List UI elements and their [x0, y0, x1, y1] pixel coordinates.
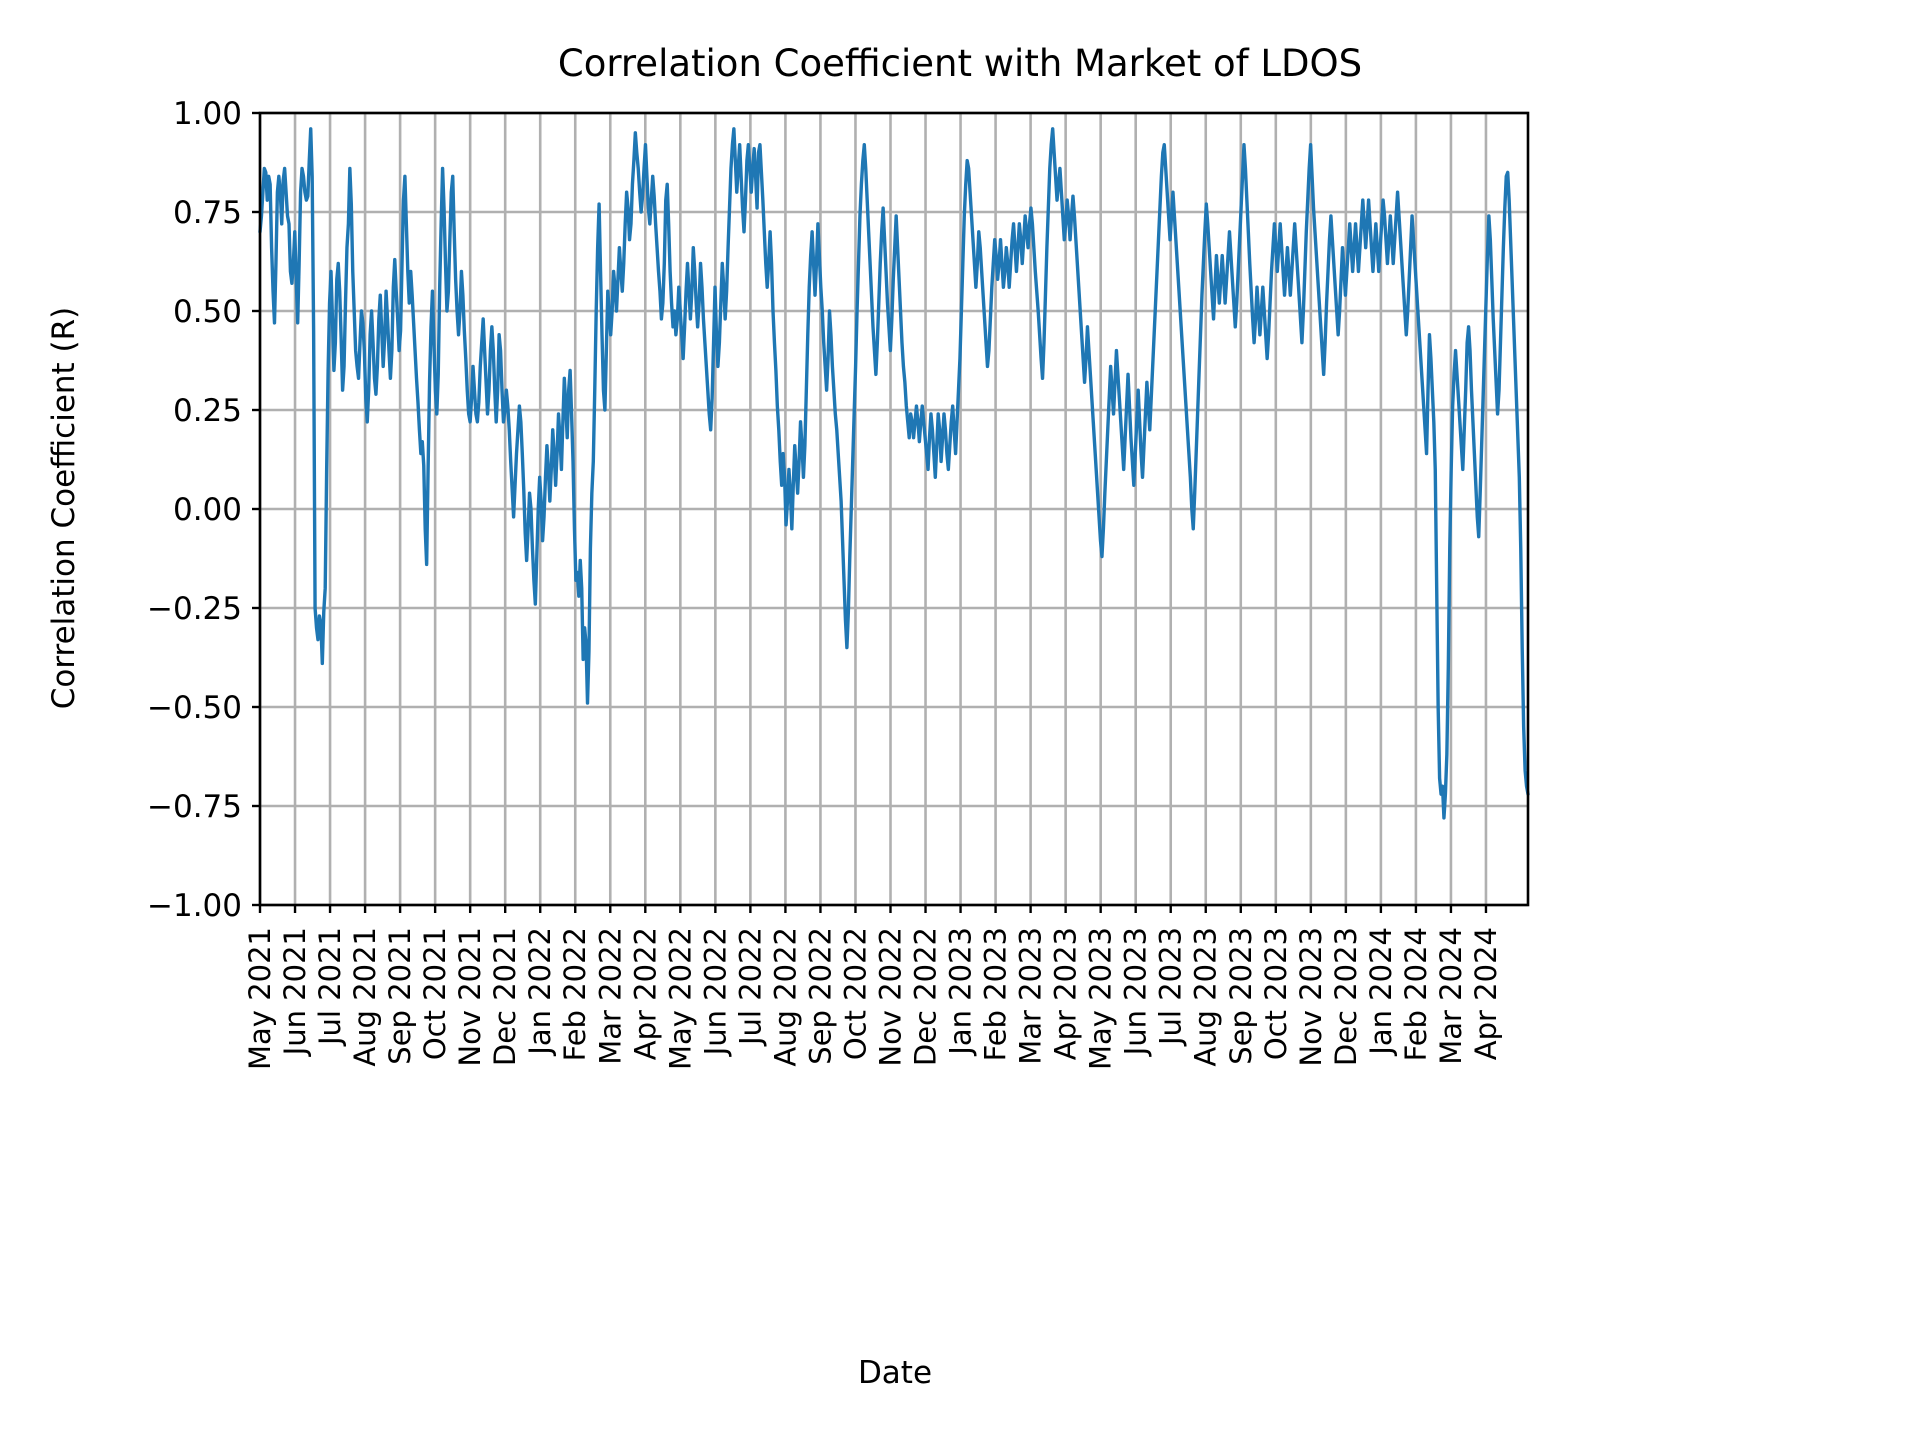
x-tick-label: Jun 2023 [1119, 927, 1153, 1057]
x-tick-label: Sep 2021 [383, 927, 417, 1065]
y-tick-label: 0.00 [173, 492, 242, 528]
x-tick-label: Mar 2022 [593, 927, 627, 1065]
x-tick-label: Mar 2024 [1434, 927, 1468, 1065]
x-tick-label: Feb 2024 [1399, 927, 1433, 1061]
x-tick-label: Oct 2022 [838, 927, 872, 1060]
x-tick-label: Jul 2022 [733, 927, 767, 1047]
y-axis-ticks: 1.00 0.75 0.50 0.25 0.00 −0.25 −0.50 −0.75 −1.00 [147, 96, 260, 924]
x-tick-label: Feb 2022 [558, 927, 592, 1061]
x-tick-label: Jun 2021 [278, 927, 312, 1057]
x-axis-ticks: May 2021 Jun 2021 Jul 2021 Aug 2021 Sep 2021… [243, 905, 1503, 1070]
x-tick-label: May 2023 [1084, 927, 1118, 1070]
page-title: Correlation Coefficient with Market of L… [557, 42, 1363, 85]
x-tick-label: Aug 2021 [348, 927, 382, 1067]
y-tick-label: 0.75 [173, 195, 242, 231]
x-tick-label: Dec 2021 [488, 927, 522, 1066]
y-tick-label: 0.25 [173, 393, 242, 429]
x-tick-label: Dec 2023 [1329, 927, 1363, 1066]
x-tick-label: Sep 2023 [1224, 927, 1258, 1065]
y-axis-label: Correlation Coefficient (R) [46, 306, 82, 710]
x-tick-label: Feb 2023 [979, 927, 1013, 1061]
x-tick-label: Aug 2023 [1189, 927, 1223, 1067]
x-tick-label: Apr 2022 [628, 927, 662, 1060]
x-tick-label: Nov 2023 [1294, 927, 1328, 1067]
x-tick-label: Apr 2024 [1469, 927, 1503, 1060]
x-tick-label: Sep 2022 [803, 927, 837, 1065]
y-tick-label: 0.50 [173, 294, 242, 330]
x-tick-label: May 2022 [663, 927, 697, 1070]
x-tick-label: Nov 2021 [453, 927, 487, 1067]
y-tick-label: −0.75 [147, 789, 242, 825]
x-tick-label: Mar 2023 [1014, 927, 1048, 1065]
x-tick-label: Apr 2023 [1049, 927, 1083, 1060]
y-tick-label: −0.25 [147, 591, 242, 627]
x-tick-label: Jul 2023 [1154, 927, 1188, 1047]
x-tick-label: Jan 2023 [944, 927, 978, 1057]
data-series-line [258, 127, 1530, 820]
y-tick-label: −0.50 [147, 690, 242, 726]
x-tick-label: Dec 2022 [909, 927, 943, 1066]
x-tick-label: Oct 2023 [1259, 927, 1293, 1060]
x-tick-label: Jan 2022 [523, 927, 557, 1057]
x-tick-label: Jan 2024 [1364, 927, 1398, 1057]
x-tick-label: Jun 2022 [698, 927, 732, 1057]
series-lines [258, 127, 1530, 820]
x-tick-label: Oct 2021 [418, 927, 452, 1060]
x-tick-label: Jul 2021 [313, 927, 347, 1047]
x-axis-label: Date [857, 1355, 933, 1391]
y-tick-label: −1.00 [147, 888, 242, 924]
x-tick-label: Aug 2022 [768, 927, 802, 1067]
x-tick-label: Nov 2022 [873, 927, 907, 1067]
y-tick-label: 1.00 [173, 96, 242, 132]
x-tick-label: May 2021 [243, 927, 277, 1070]
